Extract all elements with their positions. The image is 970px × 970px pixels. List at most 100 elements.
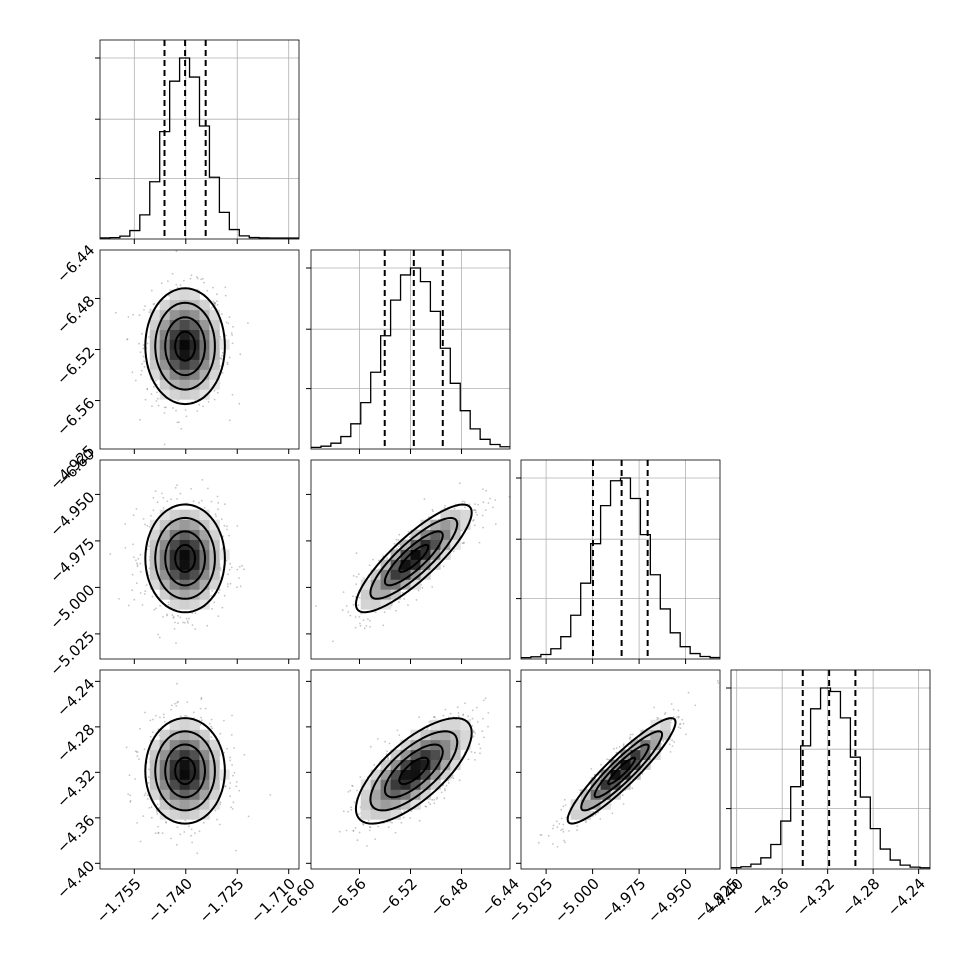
density-cell [209, 309, 220, 320]
sample-point [166, 500, 169, 503]
sample-point [431, 798, 434, 801]
density-cell [159, 519, 171, 530]
density-cell [169, 319, 180, 330]
sample-point [190, 488, 193, 490]
sample-point [461, 542, 464, 545]
sample-point [444, 789, 446, 792]
sample-point [359, 622, 361, 625]
density-cell [159, 579, 171, 590]
density-cell [209, 529, 220, 540]
density-cell [159, 729, 171, 741]
sample-point [359, 776, 362, 778]
sample-point [146, 794, 149, 797]
sample-point [363, 627, 366, 630]
sample-point [472, 735, 475, 738]
sample-point [229, 756, 232, 759]
sample-point [228, 419, 231, 422]
sample-point [132, 313, 134, 316]
density-cell [179, 809, 190, 820]
density-cell [189, 589, 200, 600]
density-cell [199, 809, 210, 820]
density-cell [440, 759, 451, 770]
panel-bg [521, 460, 720, 659]
density-cell [209, 739, 220, 751]
density-cell [179, 559, 190, 570]
density-cell [199, 359, 210, 370]
sample-point [358, 616, 361, 618]
sample-point [238, 789, 241, 792]
sample-point [423, 498, 426, 500]
density-cell [189, 749, 200, 760]
density-cell [410, 789, 421, 800]
sample-point [162, 507, 165, 509]
density-cell [179, 309, 190, 320]
sample-point [487, 712, 490, 714]
sample-point [243, 568, 246, 571]
sample-point [231, 808, 234, 810]
sample-point [479, 752, 481, 755]
sample-point [216, 300, 218, 302]
sample-point [200, 696, 203, 699]
density-cell [199, 529, 210, 540]
sample-point [188, 825, 190, 828]
sample-point [149, 719, 152, 722]
sample-point [213, 302, 216, 304]
sample-point [563, 798, 566, 801]
density-cell [390, 589, 401, 600]
panel-content [338, 697, 490, 847]
density-cell [199, 739, 210, 751]
sample-point [185, 415, 188, 418]
sample-point [243, 753, 246, 756]
sample-point [210, 725, 213, 728]
sample-point [152, 718, 154, 721]
sample-point [132, 543, 135, 546]
sample-point [176, 498, 179, 500]
sample-point [354, 596, 357, 598]
sample-point [150, 816, 153, 819]
sample-point [347, 611, 350, 613]
sample-point [471, 709, 474, 712]
sample-point [212, 286, 214, 289]
sample-point [410, 810, 413, 812]
density-cell [420, 519, 431, 530]
sample-point [213, 389, 216, 392]
sample-point [194, 832, 196, 834]
hist-panel-3 [516, 459, 721, 664]
density-cell [189, 309, 200, 320]
density-cell [199, 729, 210, 741]
sample-point [129, 794, 132, 797]
sample-point [457, 715, 460, 717]
sample-point [350, 809, 353, 811]
sample-point [461, 529, 463, 532]
density-cell [420, 559, 431, 570]
density-panel-2-1 [95, 249, 300, 454]
sample-point [139, 592, 142, 594]
sample-point [428, 721, 431, 723]
sample-point [223, 751, 226, 754]
density-cell [179, 569, 190, 580]
sample-point [585, 819, 587, 822]
density-cell [410, 549, 421, 560]
sample-point [229, 759, 232, 762]
sample-point [376, 738, 379, 740]
density-cell [430, 719, 441, 731]
sample-point [352, 575, 355, 577]
density-cell [149, 739, 161, 751]
contour-line [174, 330, 196, 362]
sample-point [386, 557, 389, 560]
sample-point [398, 533, 401, 536]
sample-point [219, 732, 222, 735]
sample-point [114, 311, 117, 314]
sample-point [342, 810, 345, 813]
sample-point [174, 621, 176, 624]
sample-point [456, 706, 459, 709]
sample-point [223, 594, 226, 597]
sample-point [464, 702, 466, 705]
sample-point [140, 373, 142, 376]
density-cell [189, 519, 200, 530]
density-cell [179, 329, 190, 340]
density-cell [199, 319, 210, 330]
sample-point [147, 776, 150, 778]
sample-point [482, 501, 485, 504]
density-cell [179, 509, 190, 520]
